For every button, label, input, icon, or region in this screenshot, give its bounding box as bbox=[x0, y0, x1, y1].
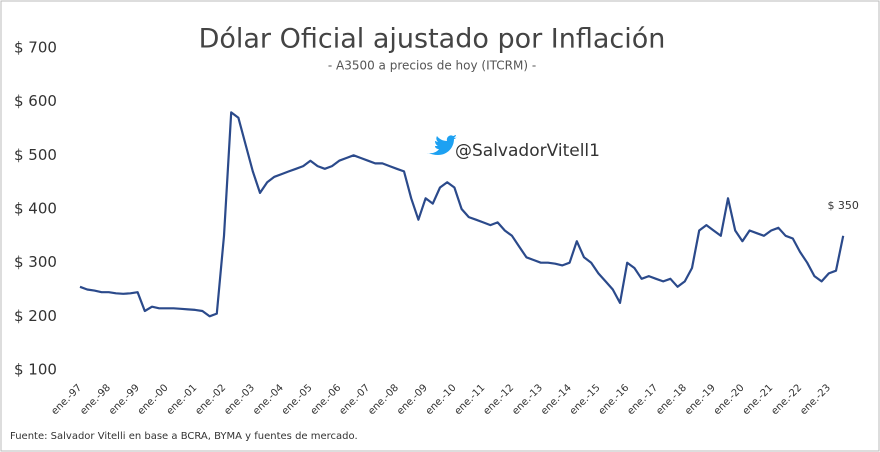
chart-subtitle: - A3500 a precios de hoy (ITCRM) - bbox=[328, 59, 536, 73]
y-tick-label: $ 500 bbox=[14, 146, 57, 164]
y-tick-label: $ 600 bbox=[14, 92, 57, 110]
data-line bbox=[79, 111, 845, 318]
y-tick-label: $ 200 bbox=[14, 307, 57, 325]
y-tick-label: $ 400 bbox=[14, 200, 57, 218]
twitter-handle: @SalvadorVitell1 bbox=[455, 141, 600, 161]
source-note: Fuente: Salvador Vitelli en base a BCRA,… bbox=[10, 431, 358, 442]
y-tick-label: $ 100 bbox=[14, 361, 57, 379]
chart-title: Dólar Oficial ajustado por Inflación bbox=[199, 24, 666, 55]
y-tick-label: $ 700 bbox=[14, 39, 57, 57]
twitter-icon bbox=[427, 135, 457, 155]
y-tick-label: $ 300 bbox=[14, 253, 57, 271]
data-label: $ 350 bbox=[827, 199, 859, 212]
